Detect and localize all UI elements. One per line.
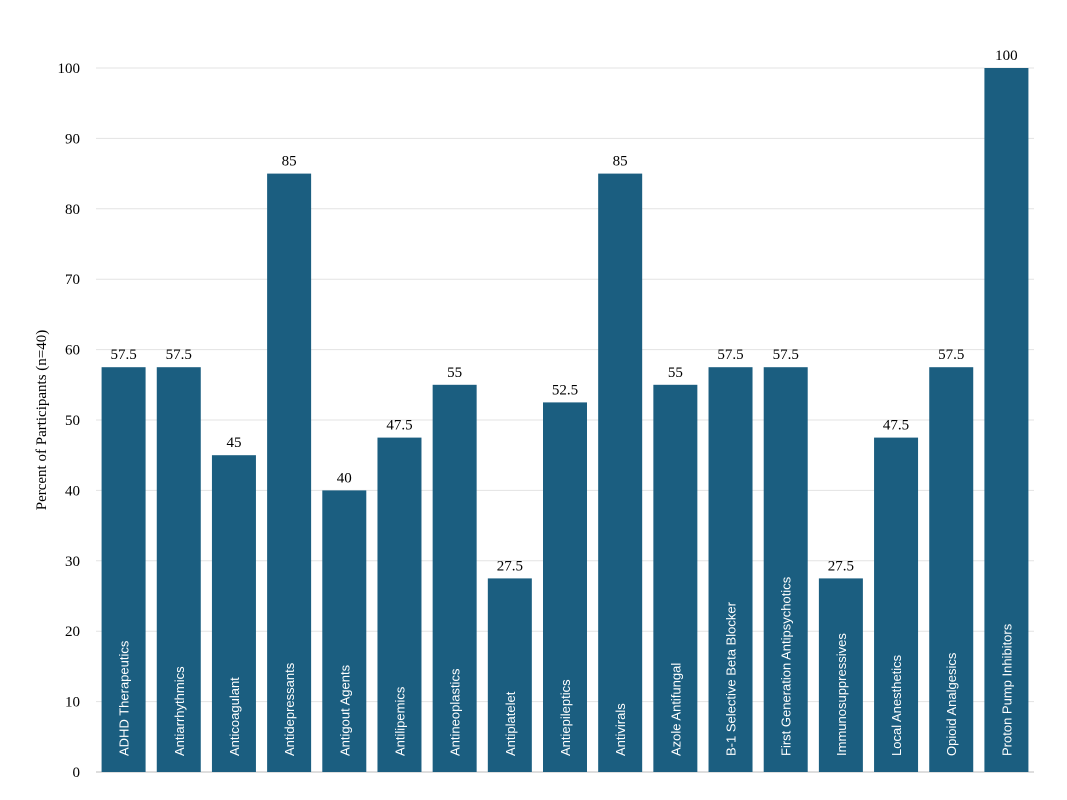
bar-group: 57.5 First Generation Antipsychotics	[763, 347, 808, 772]
bar	[211, 455, 256, 772]
category-label: Immunosuppressives	[834, 633, 849, 756]
bar-group: 27.5 Immunosuppressives	[818, 558, 863, 772]
bar	[543, 402, 587, 772]
y-tick-label: 30	[65, 554, 80, 570]
category-label: First Generation Antipsychotics	[779, 576, 794, 756]
bar	[653, 384, 698, 772]
bar-value-label: 55	[668, 365, 683, 381]
bar-group: 45 Anticoagulant	[211, 435, 256, 772]
y-axis-title: Percent of Participants (n=40)	[34, 330, 50, 511]
y-tick-label: 20	[65, 624, 80, 640]
category-label: Antivirals	[613, 703, 628, 756]
category-label: Local Anesthetics	[889, 654, 904, 756]
y-tick-label: 10	[65, 695, 80, 711]
bar	[708, 367, 753, 772]
category-label: ADHD Therapeutics	[117, 640, 132, 756]
bar-value-label: 57.5	[773, 347, 799, 363]
bar-group: 57.5 Antiarrhythmics	[156, 347, 201, 772]
category-label: Antilipemics	[392, 686, 407, 756]
bar-value-label: 47.5	[883, 418, 909, 434]
y-tick-label: 100	[58, 61, 81, 77]
bar	[487, 578, 532, 772]
category-label: Antidepressants	[282, 662, 297, 756]
bar-value-label: 85	[613, 154, 628, 170]
bar	[377, 437, 422, 772]
bar	[322, 490, 367, 772]
bar	[598, 173, 643, 773]
bars: 57.5 ADHD Therapeutics 57.5 Antiarrhythmics…	[101, 48, 1029, 773]
bar-group: 85 Antidepressants	[267, 154, 312, 773]
bar-value-label: 57.5	[938, 347, 964, 363]
bar	[874, 437, 919, 772]
bar-group: 47.5 Antilipemics	[377, 418, 422, 772]
category-label: Antineoplastics	[448, 668, 463, 756]
y-axis-ticks: 0 10 20 30 40 50 60 70 80 90 100	[58, 61, 81, 781]
category-label: Antigout Agents	[337, 664, 352, 756]
category-label: B-1 Selective Beta Blocker	[724, 601, 739, 756]
category-label: Azole Antifungal	[668, 663, 683, 756]
bar-value-label: 55	[447, 365, 462, 381]
bar-value-label: 57.5	[166, 347, 192, 363]
bar-group: 55 Antineoplastics	[432, 365, 477, 772]
bar-value-label: 85	[282, 154, 297, 170]
bar-group: 100 Proton Pump Inhibitors	[984, 48, 1029, 772]
category-label: Anticoagulant	[227, 677, 242, 756]
category-label: Antiplatelet	[503, 691, 518, 756]
bar-value-label: 47.5	[386, 418, 412, 434]
bar-value-label: 45	[226, 435, 241, 451]
y-tick-label: 40	[65, 483, 80, 499]
bar-value-label: 52.5	[552, 382, 578, 398]
bar-group: 55 Azole Antifungal	[653, 365, 698, 772]
bar-value-label: 100	[995, 48, 1018, 64]
bar-group: 47.5 Local Anesthetics	[874, 418, 919, 772]
category-label: Antiarrhythmics	[172, 666, 187, 756]
bar-value-label: 27.5	[497, 558, 523, 574]
y-tick-label: 90	[65, 131, 80, 147]
bar-group: 27.5 Antiplatelet	[487, 558, 532, 772]
y-tick-label: 60	[65, 343, 80, 359]
bar-group: 52.5 Antiepileptics	[543, 382, 587, 772]
category-label: Proton Pump Inhibitors	[999, 623, 1014, 756]
y-tick-label: 0	[73, 765, 81, 781]
category-label: Antiepileptics	[558, 679, 573, 756]
bar-value-label: 57.5	[717, 347, 743, 363]
bar-value-label: 40	[337, 470, 352, 486]
bar-group: 57.5 Opioid Analgesics	[929, 347, 974, 772]
bar	[267, 173, 312, 773]
y-tick-label: 70	[65, 272, 80, 288]
bar-group: 57.5 B-1 Selective Beta Blocker	[708, 347, 753, 772]
bar	[156, 367, 201, 772]
category-label: Opioid Analgesics	[944, 652, 959, 756]
y-tick-label: 50	[65, 413, 80, 429]
bar	[984, 68, 1029, 772]
bar-value-label: 57.5	[110, 347, 136, 363]
bar	[432, 384, 477, 772]
bar-group: 85 Antivirals	[598, 154, 643, 773]
bar-group: 57.5 ADHD Therapeutics	[101, 347, 146, 772]
bar	[763, 367, 808, 772]
bar	[101, 367, 146, 772]
bar-value-label: 27.5	[828, 558, 854, 574]
bar	[818, 578, 863, 772]
bar-group: 40 Antigout Agents	[322, 470, 367, 772]
y-tick-label: 80	[65, 202, 80, 218]
bar	[929, 367, 974, 772]
